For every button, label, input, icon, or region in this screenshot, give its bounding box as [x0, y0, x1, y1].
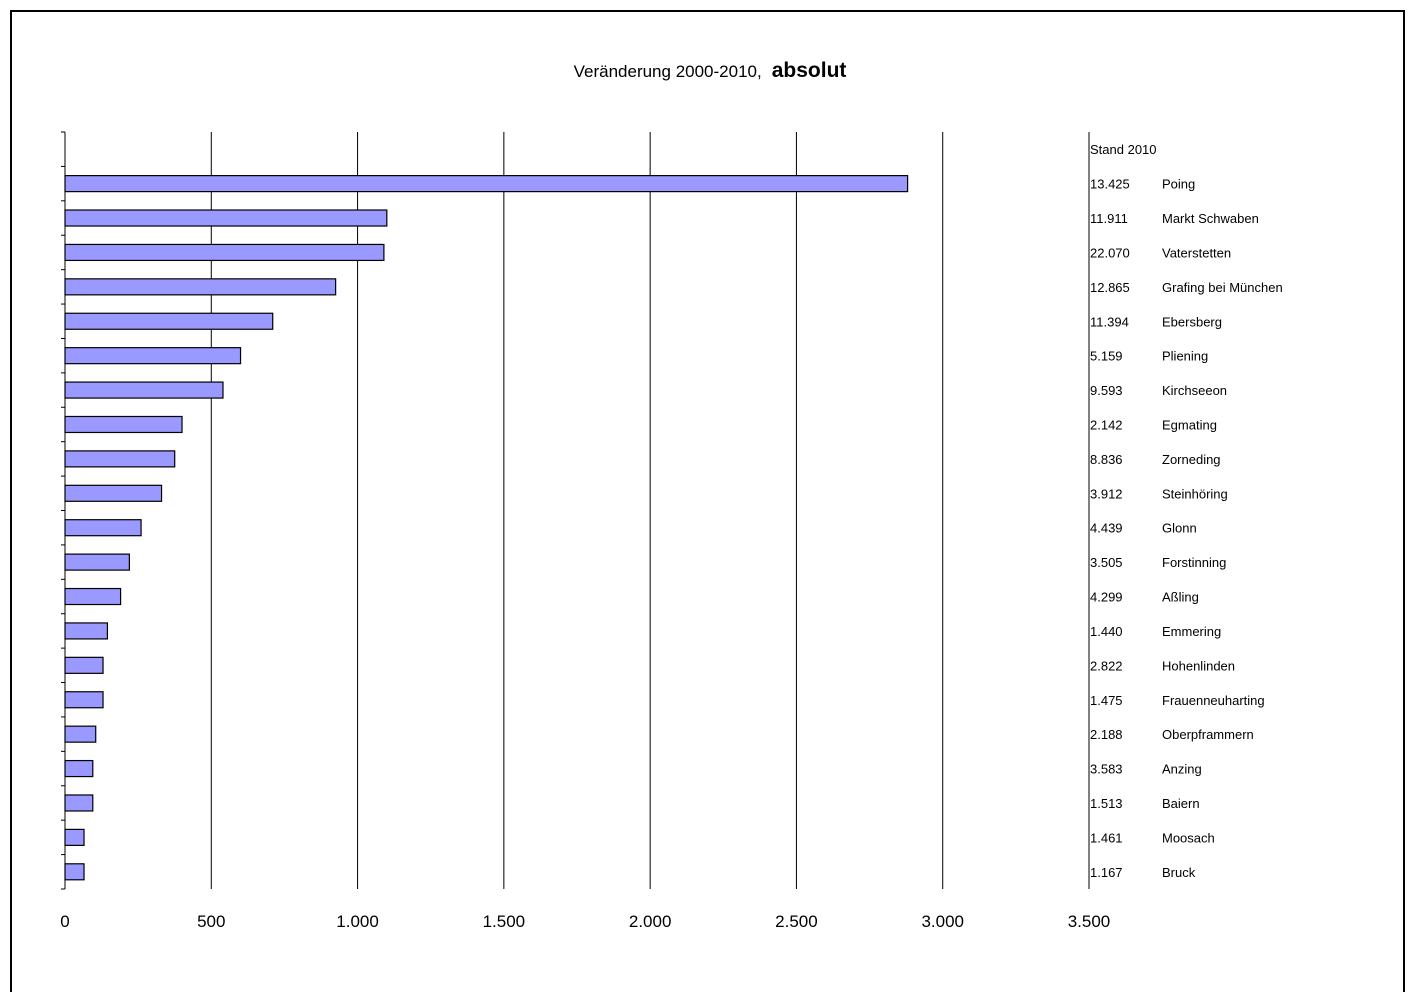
stand-2010-value: 5.159	[1090, 349, 1123, 364]
x-tick-label: 2.000	[629, 912, 672, 931]
bar	[64, 484, 163, 502]
category-label: Egmating	[1162, 417, 1217, 432]
bar	[64, 794, 94, 812]
stand-2010-value: 1.513	[1090, 796, 1123, 811]
category-label: Anzing	[1162, 762, 1202, 777]
stand-2010-value: 4.439	[1090, 521, 1123, 536]
x-tick-label: 1.000	[336, 912, 379, 931]
bar	[64, 622, 109, 640]
stand-2010-value: 1.461	[1090, 830, 1123, 845]
stand-2010-value: 8.836	[1090, 452, 1123, 467]
category-label: Aßling	[1162, 590, 1199, 605]
category-label: Glonn	[1162, 521, 1197, 536]
stand-2010-value: 11.911	[1090, 211, 1128, 226]
bar	[64, 243, 385, 262]
stand-2010-value: 1.440	[1090, 624, 1123, 639]
bar	[64, 347, 242, 365]
category-label: Baiern	[1162, 796, 1200, 811]
bar	[64, 209, 388, 227]
chart-title-main: Veränderung 2000-2010,	[574, 62, 762, 81]
category-label: Grafing bei München	[1162, 280, 1283, 295]
x-tick-label: 2.500	[775, 912, 818, 931]
category-label: Zorneding	[1162, 452, 1221, 467]
category-label: Poing	[1162, 177, 1195, 192]
stand-2010-value: 9.593	[1090, 383, 1123, 398]
stand-2010-value: 3.505	[1090, 555, 1123, 570]
category-label: Steinhöring	[1162, 486, 1228, 501]
x-tick-label: 3.500	[1068, 912, 1111, 931]
x-tick-label: 1.500	[483, 912, 526, 931]
stand-2010-value: 11.394	[1090, 314, 1129, 329]
stand-2010-value: 3.912	[1090, 486, 1123, 501]
category-label: Kirchseeon	[1162, 383, 1227, 398]
x-tick-label: 0	[60, 912, 69, 931]
stand-2010-value: 12.865	[1090, 280, 1130, 295]
stand-2010-value: 2.822	[1090, 658, 1123, 673]
bar	[64, 725, 97, 743]
category-label: Oberpframmern	[1162, 727, 1254, 742]
stand-2010-value: 2.142	[1090, 417, 1123, 432]
chart-frame: Veränderung 2000-2010, absolut 0 500 1.000…	[10, 10, 1405, 992]
stand-2010-value: 1.475	[1090, 693, 1123, 708]
axis-layer: 0 500 1.000 1.500 2.000 2.500 3.000 3.500	[60, 131, 1111, 931]
category-label: Emmering	[1162, 624, 1221, 639]
chart-title-emphasis: absolut	[772, 59, 847, 82]
category-label: Moosach	[1162, 830, 1215, 845]
category-label: Ebersberg	[1162, 314, 1222, 329]
bar	[64, 278, 337, 296]
x-tick-label: 500	[197, 912, 225, 931]
x-tick-label: 3.000	[921, 912, 964, 931]
category-label: Bruck	[1162, 865, 1196, 880]
stand-2010-value: 3.583	[1090, 762, 1123, 777]
bar	[64, 381, 224, 399]
bar	[64, 415, 183, 434]
bar	[64, 175, 909, 193]
stand-2010-value: 2.188	[1090, 727, 1123, 742]
bar	[64, 312, 274, 330]
bar	[64, 553, 130, 571]
bar	[64, 691, 104, 709]
chart-title: Veränderung 2000-2010, absolut	[574, 59, 847, 82]
stand-2010-value: 13.425	[1090, 177, 1130, 192]
table-header: Stand 2010	[1090, 142, 1157, 157]
bar	[64, 450, 176, 468]
category-label: Hohenlinden	[1162, 658, 1235, 673]
category-label: Pliening	[1162, 349, 1208, 364]
bar	[64, 519, 142, 537]
category-label: Vaterstetten	[1162, 245, 1231, 260]
category-label: Forstinning	[1162, 555, 1226, 570]
bars-layer	[64, 175, 909, 881]
category-label: Markt Schwaben	[1162, 211, 1259, 226]
stand-2010-value: 1.167	[1090, 865, 1123, 880]
chart-svg: Veränderung 2000-2010, absolut 0 500 1.000…	[60, 59, 1283, 931]
bar	[64, 759, 94, 778]
bar	[64, 587, 122, 606]
bar	[64, 863, 85, 881]
bar	[64, 656, 104, 674]
category-label: Frauenneuharting	[1162, 693, 1265, 708]
stand-2010-value: 22.070	[1090, 245, 1130, 260]
bar	[64, 828, 85, 846]
stand-2010-value: 4.299	[1090, 590, 1123, 605]
labels-layer: 13.425 Poing 11.911 Markt Schwaben 22.070 Vat…	[1090, 177, 1283, 880]
